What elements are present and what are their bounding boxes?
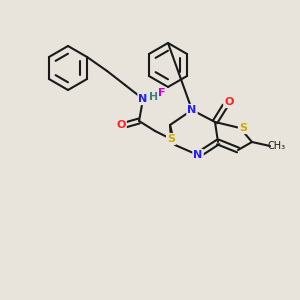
Text: N: N [194, 150, 202, 160]
Text: F: F [158, 88, 166, 98]
Text: S: S [167, 134, 175, 144]
Text: S: S [239, 123, 247, 133]
Text: CH₃: CH₃ [268, 141, 286, 151]
Text: H: H [149, 92, 159, 102]
Text: N: N [188, 105, 196, 115]
Text: N: N [138, 94, 148, 104]
Text: O: O [116, 120, 126, 130]
Text: O: O [224, 97, 234, 107]
